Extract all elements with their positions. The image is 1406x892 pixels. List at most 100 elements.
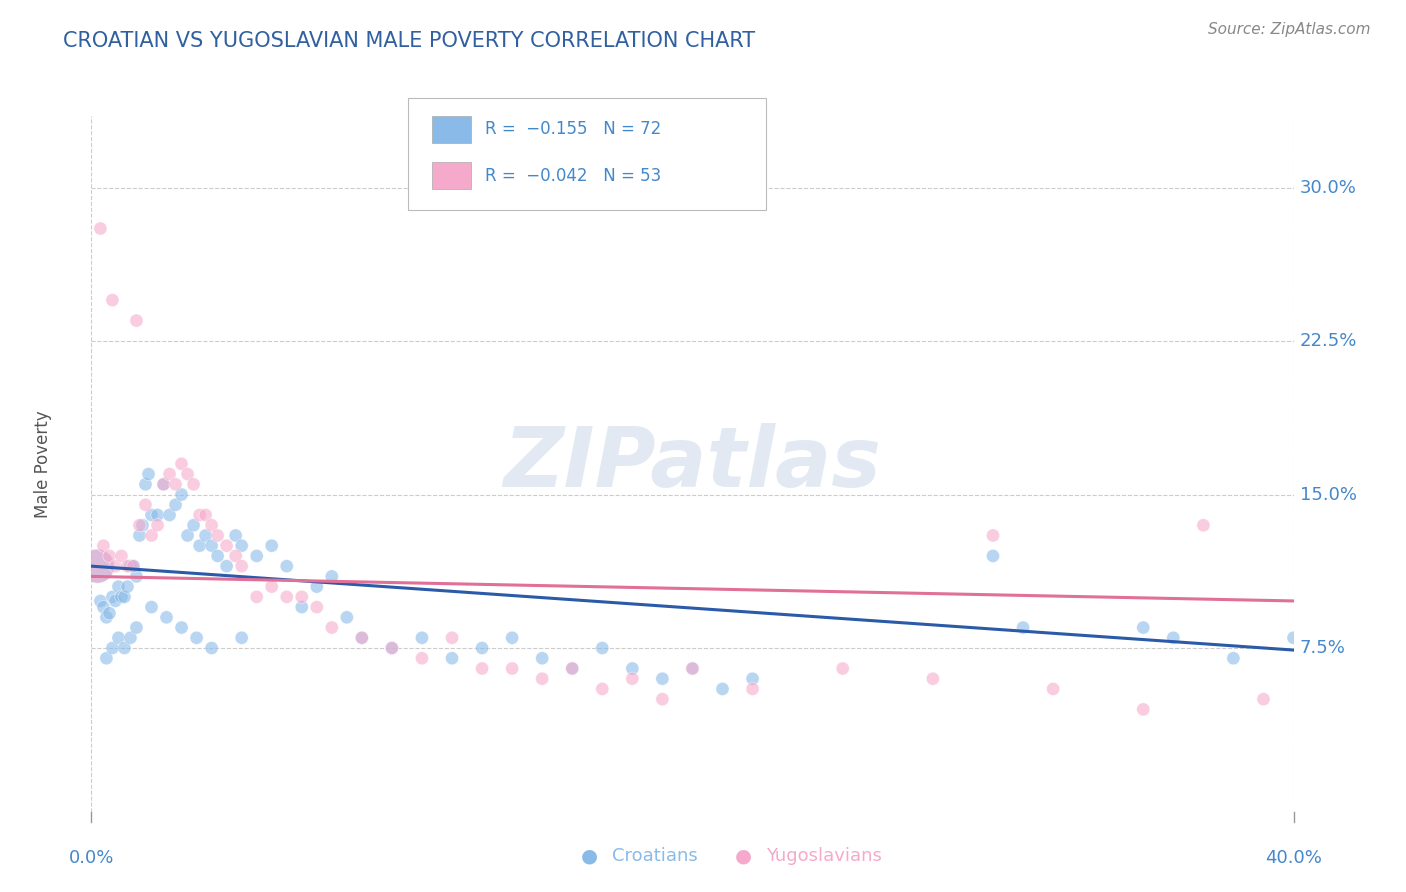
Point	[146, 508, 169, 522]
Point	[122, 559, 145, 574]
Point	[561, 661, 583, 675]
Point	[98, 549, 121, 563]
Point	[231, 559, 253, 574]
Text: Source: ZipAtlas.com: Source: ZipAtlas.com	[1208, 22, 1371, 37]
Point	[215, 559, 238, 574]
Point	[531, 651, 554, 665]
Point	[170, 487, 193, 501]
Point	[260, 580, 283, 594]
Point	[170, 457, 193, 471]
Point	[93, 539, 115, 553]
Point	[152, 477, 174, 491]
Point	[215, 539, 238, 553]
Text: 40.0%: 40.0%	[1265, 848, 1322, 866]
Point	[165, 498, 187, 512]
Text: ●: ●	[735, 847, 752, 866]
Point	[183, 518, 205, 533]
Text: 15.0%: 15.0%	[1299, 485, 1357, 504]
Point	[305, 580, 328, 594]
Point	[276, 559, 298, 574]
Point	[501, 631, 523, 645]
Point	[110, 590, 132, 604]
Point	[440, 631, 463, 645]
Text: Male Poverty: Male Poverty	[34, 410, 52, 517]
Text: CROATIAN VS YUGOSLAVIAN MALE POVERTY CORRELATION CHART: CROATIAN VS YUGOSLAVIAN MALE POVERTY COR…	[63, 31, 755, 51]
Point	[276, 590, 298, 604]
Point	[207, 549, 229, 563]
Point	[260, 539, 283, 553]
Point	[471, 661, 494, 675]
Point	[1253, 692, 1275, 706]
Text: Croatians: Croatians	[612, 847, 697, 865]
Point	[194, 508, 217, 522]
Point	[651, 692, 673, 706]
Point	[305, 600, 328, 615]
Point	[246, 549, 269, 563]
Point	[1132, 621, 1154, 635]
Point	[321, 621, 343, 635]
Point	[1042, 681, 1064, 696]
Point	[122, 559, 145, 574]
Point	[183, 477, 205, 491]
Point	[131, 518, 153, 533]
Point	[621, 661, 644, 675]
Text: 30.0%: 30.0%	[1299, 178, 1357, 196]
Point	[170, 621, 193, 635]
Point	[194, 528, 217, 542]
Point	[186, 631, 208, 645]
Text: 0.0%: 0.0%	[69, 848, 114, 866]
Point	[981, 549, 1004, 563]
Point	[98, 606, 121, 620]
Point	[134, 477, 156, 491]
Point	[411, 631, 433, 645]
Point	[165, 477, 187, 491]
Point	[101, 640, 124, 655]
Point	[1192, 518, 1215, 533]
Point	[1132, 702, 1154, 716]
Point	[501, 661, 523, 675]
Point	[117, 559, 139, 574]
Point	[246, 590, 269, 604]
Point	[225, 528, 247, 542]
Point	[591, 681, 613, 696]
Point	[1282, 631, 1305, 645]
Point	[138, 467, 160, 481]
Point	[96, 651, 118, 665]
Point	[681, 661, 703, 675]
Point	[201, 518, 224, 533]
Point	[141, 600, 163, 615]
Point	[107, 631, 129, 645]
Point	[114, 640, 136, 655]
Point	[321, 569, 343, 583]
Point	[561, 661, 583, 675]
Point	[141, 508, 163, 522]
Point	[207, 528, 229, 542]
Point	[201, 640, 224, 655]
Point	[350, 631, 373, 645]
Point	[89, 221, 111, 235]
Point	[291, 600, 314, 615]
Text: 7.5%: 7.5%	[1299, 639, 1346, 657]
Point	[981, 528, 1004, 542]
Point	[152, 477, 174, 491]
Point	[1161, 631, 1184, 645]
Point	[155, 610, 177, 624]
Point	[120, 631, 142, 645]
Point	[411, 651, 433, 665]
Text: ZIPatlas: ZIPatlas	[503, 424, 882, 504]
Point	[591, 640, 613, 655]
Text: ●: ●	[581, 847, 598, 866]
Point	[225, 549, 247, 563]
Point	[531, 672, 554, 686]
Point	[831, 661, 853, 675]
Point	[231, 631, 253, 645]
Point	[471, 640, 494, 655]
Point	[128, 528, 150, 542]
Point	[381, 640, 404, 655]
Point	[117, 580, 139, 594]
Point	[440, 651, 463, 665]
Point	[86, 559, 108, 574]
Point	[201, 539, 224, 553]
Point	[141, 528, 163, 542]
Point	[621, 672, 644, 686]
